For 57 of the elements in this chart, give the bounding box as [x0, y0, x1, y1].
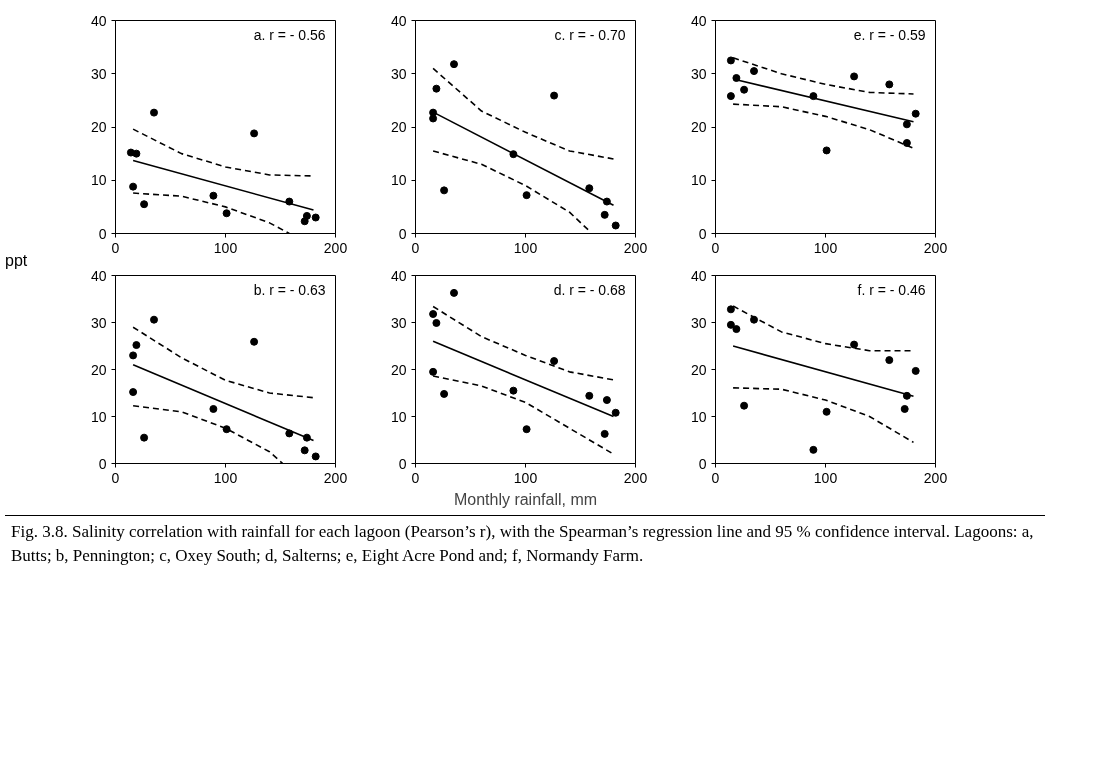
annotation: a. r = - 0.56	[253, 26, 326, 43]
y-tick-label: 10	[390, 172, 407, 189]
x-tick-label: 0	[111, 239, 120, 256]
caption: Fig. 3.8. Salinity correlation with rainfall for each lagoon (Pearson’s r), with the Spearman’s regression line and 95 % confidence interval. Lagoons: a, Butts; b, Pennington; c, Oxey South; d, Salterns; e, Eight Acre Pond and; f, Normandy Farm.	[11, 521, 1035, 568]
y-tick-label: 10	[690, 172, 707, 189]
y-tick-label: 0	[698, 225, 707, 242]
annotation: d. r = - 0.68	[553, 281, 626, 298]
x-tick-label: 200	[323, 239, 348, 256]
x-tick-label: 200	[323, 469, 348, 486]
annotation: f. r = - 0.46	[857, 281, 926, 298]
x-tick-label: 0	[411, 239, 420, 256]
y-tick-label: 10	[390, 408, 407, 425]
x-tick-label: 100	[513, 239, 538, 256]
y-tick-label: 10	[90, 172, 107, 189]
x-tick-label: 0	[711, 469, 720, 486]
y-tick-label: 40	[90, 267, 107, 284]
x-tick-label: 200	[623, 239, 648, 256]
y-tick-label: 40	[690, 12, 707, 29]
x-tick-label: 100	[213, 469, 238, 486]
y-tick-label: 20	[690, 361, 707, 378]
y-tick-label: 0	[98, 225, 107, 242]
annotation: c. r = - 0.70	[554, 26, 626, 43]
x-tick-label: 0	[411, 469, 420, 486]
x-tick-label: 100	[513, 469, 538, 486]
annotation: b. r = - 0.63	[253, 281, 326, 298]
y-tick-label: 40	[390, 12, 407, 29]
y-tick-label: 20	[90, 361, 107, 378]
y-tick-label: 40	[390, 267, 407, 284]
x-tick-label: 200	[623, 469, 648, 486]
x-tick-label: 100	[813, 469, 838, 486]
y-tick-label: 20	[390, 119, 407, 135]
y-tick-label: 20	[690, 119, 707, 135]
y-tick-label: 30	[690, 65, 707, 82]
y-tick-label: 30	[90, 314, 107, 331]
y-tick-label: 30	[390, 314, 407, 331]
x-axis-title: Monthly rainfall, mm	[453, 490, 598, 508]
x-tick-label: 100	[213, 239, 238, 256]
y-tick-label: 10	[90, 408, 107, 425]
y-tick-label: 20	[390, 361, 407, 378]
x-tick-label: 0	[711, 239, 720, 256]
y-tick-label: 0	[698, 455, 707, 472]
x-tick-label: 100	[813, 239, 838, 256]
y-tick-label: 20	[90, 119, 107, 135]
y-tick-label: 40	[690, 267, 707, 284]
x-tick-label: 200	[923, 469, 948, 486]
x-tick-label: 0	[111, 469, 120, 486]
y-tick-label: 0	[398, 225, 407, 242]
x-tick-label: 200	[923, 239, 948, 256]
y-tick-label: 30	[90, 65, 107, 82]
y-tick-label: 0	[398, 455, 407, 472]
annotation: e. r = - 0.59	[853, 26, 926, 43]
y-tick-label: 10	[690, 408, 707, 425]
y-tick-label: 0	[98, 455, 107, 472]
y-tick-label: 30	[690, 314, 707, 331]
y-axis-title: ppt	[5, 251, 28, 271]
y-tick-label: 40	[90, 12, 107, 29]
y-tick-label: 30	[390, 65, 407, 82]
